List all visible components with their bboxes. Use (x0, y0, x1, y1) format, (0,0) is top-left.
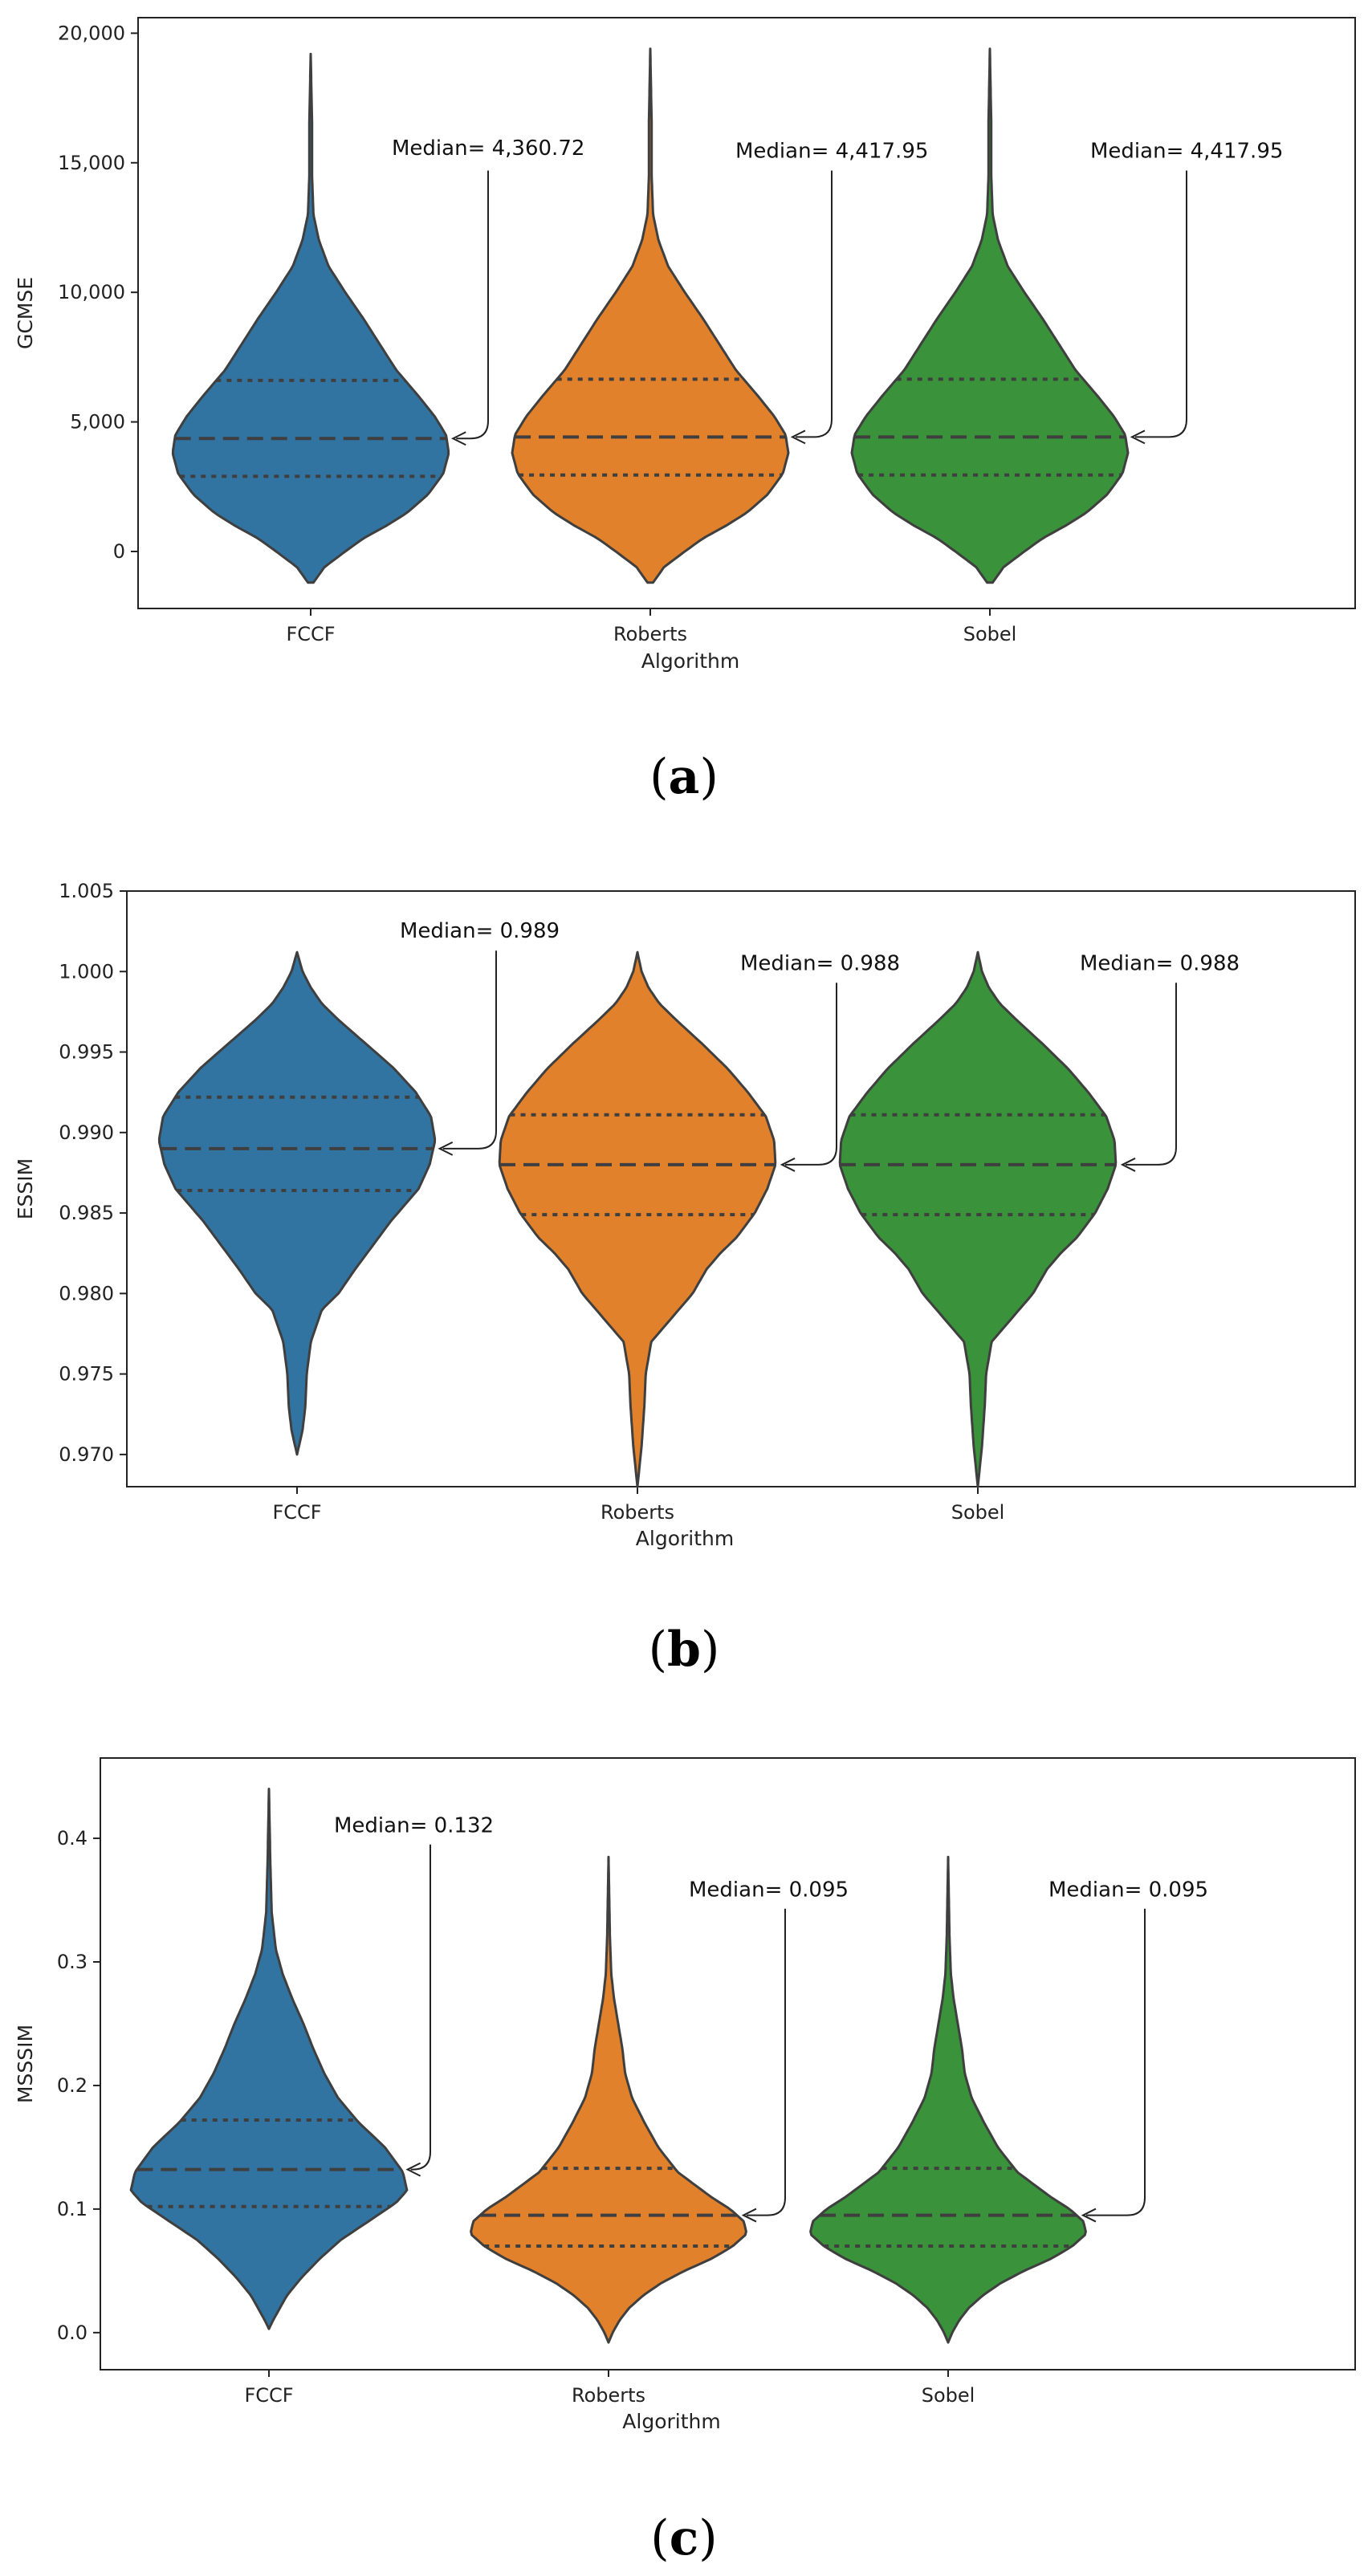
y-tick-label: 0.970 (59, 1443, 114, 1466)
y-tick-label: 0.1 (57, 2198, 88, 2220)
x-axis-label: Algorithm (622, 2410, 720, 2433)
violin-sobel (850, 47, 1130, 584)
panel-caption: (a) (649, 749, 719, 805)
x-tick-label: Roberts (601, 1501, 674, 1524)
annotation-arrowhead (1120, 1158, 1136, 1172)
panel-caption: (c) (650, 2510, 717, 2566)
annotation-arrow (410, 1844, 431, 2171)
annotation-arrowhead (780, 1158, 796, 1172)
violin-sobel (838, 950, 1118, 1488)
y-tick-label: 10,000 (58, 281, 125, 303)
annotation-arrowhead (741, 2208, 757, 2223)
y-tick-label: 0.4 (57, 1827, 88, 1850)
violin-roberts (498, 950, 777, 1488)
median-annotation: Median= 0.095 (689, 1878, 849, 1902)
x-tick-label: FCCF (272, 1501, 321, 1524)
caption-open-paren: ( (649, 749, 668, 805)
median-annotation: Median= 4,417.95 (1090, 139, 1283, 163)
plot-frame (100, 1757, 1356, 2370)
annotation-arrow (795, 170, 833, 438)
violin-fccf (171, 52, 450, 584)
caption-close-paren: ) (698, 2510, 717, 2566)
y-axis-label: GCMSE (14, 277, 37, 349)
y-axis-label: ESSIM (14, 1158, 37, 1219)
annotation-arrowhead (438, 1141, 454, 1156)
violin-sobel (809, 1855, 1087, 2344)
annotation-arrow (442, 950, 497, 1150)
caption-letter: c (670, 2510, 699, 2566)
violin-fccf (129, 1788, 409, 2330)
y-tick-label: 0.3 (57, 1951, 88, 1973)
annotation-arrow (785, 983, 837, 1166)
caption-close-paren: ) (701, 1622, 719, 1678)
median-annotation: Median= 0.988 (740, 951, 900, 975)
plot-frame (137, 17, 1356, 609)
x-tick-label: Roberts (572, 2384, 645, 2407)
chart-panel-a: 0 5,000 10,000 15,000 20,000 GCMSE FCCF Median=… (14, 17, 1356, 805)
median-annotation: Median= 0.132 (334, 1813, 494, 1837)
plot-frame (126, 890, 1356, 1487)
x-tick-label: FCCF (286, 623, 335, 645)
median-annotation: Median= 0.095 (1048, 1878, 1208, 1902)
x-axis-label: Algorithm (641, 649, 739, 673)
x-axis-label: Algorithm (636, 1527, 734, 1550)
median-annotation: Median= 0.989 (400, 919, 560, 943)
annotation-arrowhead (1130, 429, 1146, 445)
violin-fccf (157, 950, 437, 1456)
y-tick-label: 0.2 (57, 2074, 88, 2097)
y-tick-label: 1.005 (59, 880, 114, 902)
y-tick-label: 5,000 (70, 411, 125, 433)
annotation-arrow (1126, 983, 1177, 1166)
y-tick-label: 15,000 (58, 152, 125, 174)
y-tick-label: 0.985 (59, 1202, 114, 1224)
median-annotation: Median= 0.988 (1080, 951, 1240, 975)
annotation-arrowhead (1081, 2208, 1097, 2223)
chart-panel-b: 0.970 0.975 0.980 0.985 0.990 0.995 1.000 1.005… (14, 880, 1356, 1678)
annotation-arrow (1134, 170, 1187, 438)
annotation-arrowhead (451, 431, 466, 446)
y-tick-label: 0 (113, 540, 125, 563)
panel-caption: (b) (649, 1622, 720, 1678)
annotation-arrow (456, 170, 489, 440)
x-tick-label: Sobel (963, 623, 1017, 645)
violin-roberts (511, 47, 790, 584)
annotation-arrowhead (405, 2162, 421, 2177)
annotation-arrow (1085, 1908, 1146, 2216)
y-tick-label: 0.990 (59, 1121, 114, 1144)
x-tick-label: Roberts (613, 623, 687, 645)
x-tick-label: Sobel (951, 1501, 1005, 1524)
y-tick-label: 0.995 (59, 1041, 114, 1064)
y-tick-label: 0.980 (59, 1282, 114, 1304)
caption-letter: a (669, 749, 700, 805)
median-annotation: Median= 4,360.72 (392, 136, 584, 161)
median-annotation: Median= 4,417.95 (735, 139, 928, 163)
y-tick-label: 0.0 (57, 2322, 88, 2344)
caption-open-paren: ( (650, 2510, 669, 2566)
annotation-arrowhead (790, 429, 806, 445)
violin-roberts (470, 1855, 747, 2344)
y-tick-label: 1.000 (59, 960, 114, 983)
y-tick-label: 0.975 (59, 1363, 114, 1386)
caption-open-paren: ( (649, 1622, 667, 1678)
x-tick-label: Sobel (922, 2384, 975, 2407)
x-tick-label: FCCF (244, 2384, 293, 2407)
caption-close-paren: ) (699, 749, 718, 805)
y-axis-label: MSSSIM (14, 2025, 37, 2103)
caption-letter: b (667, 1622, 701, 1678)
annotation-arrow (746, 1908, 786, 2216)
y-tick-label: 20,000 (58, 22, 125, 44)
chart-panel-c: 0.0 0.1 0.2 0.3 0.4 MSSSIM FCCF Median= 0.132 Ro… (14, 1757, 1356, 2566)
